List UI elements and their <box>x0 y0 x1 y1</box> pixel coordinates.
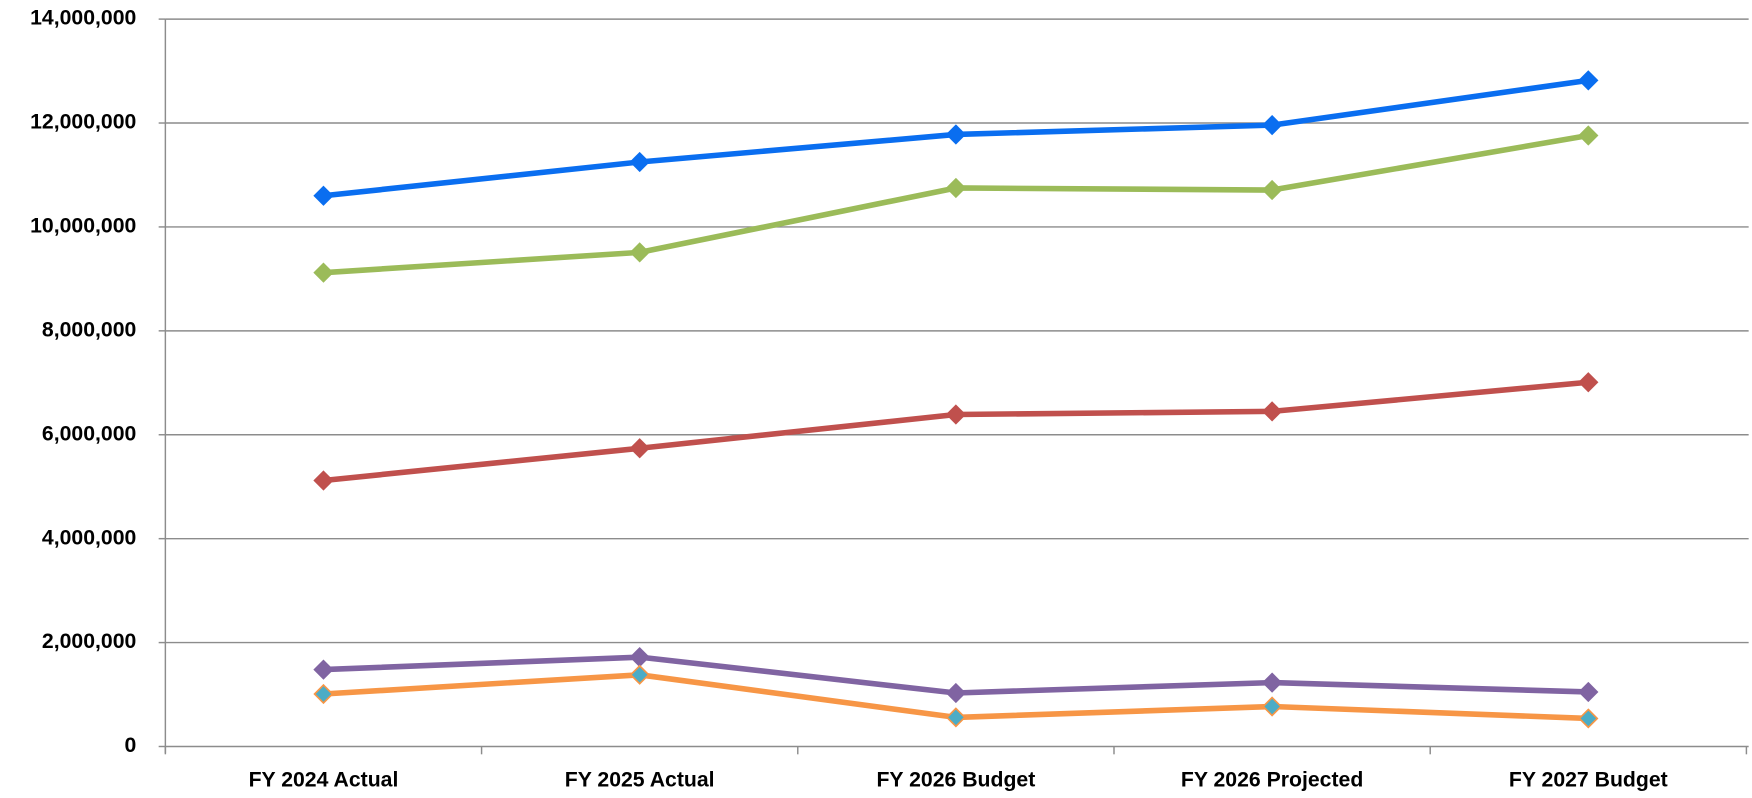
y-tick-label: 12,000,000 <box>30 111 136 134</box>
data-point <box>1578 70 1599 91</box>
data-point <box>313 470 334 491</box>
data-point <box>1578 708 1599 729</box>
data-point <box>945 707 967 728</box>
data-point <box>945 682 967 704</box>
y-tick-label: 10,000,000 <box>30 215 136 238</box>
data-point <box>1261 114 1283 136</box>
data-point <box>1261 696 1283 717</box>
y-tick-label: 0 <box>125 734 137 757</box>
series-line <box>323 379 1589 484</box>
data-point <box>1261 179 1283 201</box>
data-point <box>1261 672 1283 693</box>
data-point <box>629 438 650 459</box>
data-point <box>629 242 650 263</box>
data-point <box>313 185 334 206</box>
data-point <box>629 664 650 685</box>
data-point <box>945 124 967 145</box>
data-point <box>313 659 334 680</box>
data-point <box>1261 401 1283 422</box>
x-tick-label: FY 2026 Projected <box>1181 769 1363 792</box>
data-point <box>629 647 650 668</box>
x-tick-label: FY 2025 Actual <box>565 769 715 792</box>
y-tick-label: 2,000,000 <box>42 630 136 653</box>
series-line <box>323 132 1589 276</box>
y-tick-label: 6,000,000 <box>42 422 136 445</box>
y-tick-label: 4,000,000 <box>42 526 136 549</box>
x-tick-label: FY 2026 Budget <box>876 769 1035 792</box>
data-point <box>313 683 334 705</box>
data-point <box>1578 681 1599 703</box>
data-point <box>1578 372 1599 393</box>
y-tick-label: 8,000,000 <box>42 318 136 341</box>
x-tick-label: FY 2027 Budget <box>1509 769 1668 792</box>
data-point <box>629 151 650 173</box>
y-tick-label: 14,000,000 <box>30 7 136 30</box>
data-point <box>945 404 967 425</box>
data-point <box>1578 125 1599 146</box>
x-tick-label: FY 2024 Actual <box>249 769 399 792</box>
data-point <box>313 262 334 283</box>
data-point <box>945 177 967 199</box>
